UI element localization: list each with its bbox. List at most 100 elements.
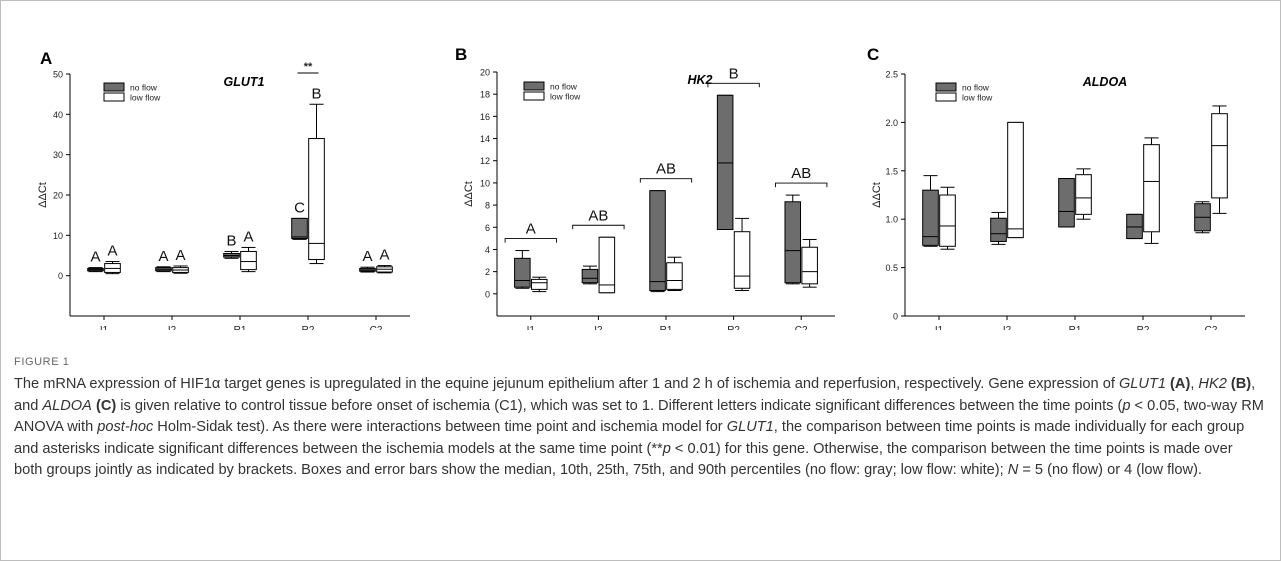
group-letter: A bbox=[90, 249, 100, 266]
bracket-letter: A bbox=[526, 221, 536, 238]
x-tick-label: C2 bbox=[795, 325, 808, 330]
box bbox=[991, 218, 1007, 241]
legend-swatch bbox=[936, 93, 956, 101]
group-letter: B bbox=[226, 232, 236, 249]
y-axis-label: ΔΔCt bbox=[37, 182, 49, 208]
y-axis-label: ΔΔCt bbox=[463, 181, 475, 207]
y-tick-label: 16 bbox=[480, 112, 490, 122]
caption-fragment: HK2 bbox=[1198, 376, 1226, 392]
bracket-letter: B bbox=[729, 65, 739, 82]
legend-label: low flow bbox=[130, 93, 161, 103]
bracket bbox=[776, 183, 827, 187]
bracket-letter: AB bbox=[656, 161, 676, 178]
y-tick-label: 20 bbox=[53, 191, 63, 201]
bracket-letter: AB bbox=[791, 165, 811, 182]
caption-fragment: The mRNA expression of HIF1α target gene… bbox=[14, 376, 1119, 392]
chart-title: ALDOA bbox=[1082, 75, 1127, 89]
y-tick-label: 4 bbox=[485, 245, 490, 255]
box bbox=[531, 279, 547, 289]
y-tick-label: 0 bbox=[58, 271, 63, 281]
legend-label: no flow bbox=[962, 83, 990, 93]
y-tick-label: 30 bbox=[53, 150, 63, 160]
box bbox=[1144, 145, 1160, 232]
y-tick-label: 1.0 bbox=[885, 215, 898, 225]
legend-swatch bbox=[104, 93, 124, 101]
legend-label: low flow bbox=[550, 92, 581, 102]
box bbox=[667, 263, 683, 290]
box bbox=[582, 269, 598, 282]
box bbox=[802, 247, 818, 284]
caption-fragment: GLUT1 bbox=[1119, 376, 1166, 392]
caption-fragment: (B) bbox=[1231, 376, 1251, 392]
y-tick-label: 0 bbox=[485, 289, 490, 299]
chart-title: GLUT1 bbox=[224, 75, 265, 89]
group-letter: A bbox=[158, 248, 168, 265]
box bbox=[1076, 175, 1092, 215]
y-tick-label: 8 bbox=[485, 201, 490, 211]
bracket bbox=[708, 83, 759, 87]
y-tick-label: 10 bbox=[480, 178, 490, 188]
significance-label: ** bbox=[304, 61, 313, 73]
group-letter: A bbox=[362, 248, 372, 265]
x-tick-label: I1 bbox=[527, 325, 536, 330]
group-letter: A bbox=[379, 247, 389, 264]
group-letter: B bbox=[311, 85, 321, 102]
legend-label: no flow bbox=[130, 83, 158, 93]
group-letter: A bbox=[175, 247, 185, 264]
box bbox=[309, 139, 325, 260]
y-tick-label: 40 bbox=[53, 110, 63, 120]
box bbox=[1059, 179, 1075, 227]
x-tick-label: C2 bbox=[1205, 325, 1218, 330]
y-tick-label: 2.0 bbox=[885, 118, 898, 128]
caption-fragment: GLUT1 bbox=[727, 419, 774, 435]
x-tick-label: I2 bbox=[168, 325, 177, 330]
box bbox=[734, 232, 750, 289]
y-tick-label: 2.5 bbox=[885, 70, 898, 80]
x-tick-label: R2 bbox=[302, 325, 315, 330]
legend-swatch bbox=[524, 92, 544, 100]
x-tick-label: R2 bbox=[727, 325, 740, 330]
bracket bbox=[640, 179, 691, 183]
group-letter: A bbox=[107, 243, 117, 260]
y-tick-label: 1.5 bbox=[885, 166, 898, 176]
y-tick-label: 50 bbox=[53, 70, 63, 80]
box bbox=[650, 191, 666, 291]
x-tick-label: R1 bbox=[234, 325, 247, 330]
caption-fragment: Holm-Sidak test). As there were interact… bbox=[153, 419, 726, 435]
caption-fragment: (A) bbox=[1170, 376, 1190, 392]
x-tick-label: I2 bbox=[594, 325, 603, 330]
legend-swatch bbox=[524, 82, 544, 90]
x-tick-label: R1 bbox=[1069, 325, 1082, 330]
box bbox=[785, 202, 801, 283]
x-tick-label: R1 bbox=[660, 325, 673, 330]
legend-label: no flow bbox=[550, 82, 578, 92]
figure-label: FIGURE 1 bbox=[14, 356, 1264, 368]
caption-fragment: N bbox=[1008, 462, 1019, 478]
caption-fragment: (C) bbox=[96, 398, 116, 414]
x-tick-label: I1 bbox=[935, 325, 944, 330]
group-letter: C bbox=[294, 199, 305, 216]
caption-fragment: post-hoc bbox=[97, 419, 153, 435]
x-tick-label: C2 bbox=[370, 325, 383, 330]
x-tick-label: I2 bbox=[1003, 325, 1012, 330]
box bbox=[717, 95, 733, 229]
chart-title: HK2 bbox=[687, 73, 712, 87]
y-tick-label: 14 bbox=[480, 134, 490, 144]
panel-letter: C bbox=[867, 45, 879, 64]
box bbox=[292, 218, 308, 238]
bracket-letter: AB bbox=[588, 207, 608, 224]
caption-fragment: = 5 (no flow) or 4 (low flow). bbox=[1018, 462, 1202, 478]
chart-panel-a: A GLUT1 0 10 20 30 40 50 ΔΔCt I1 I2 R1 R2 C2 no flowlo… bbox=[37, 49, 410, 330]
figure-caption: FIGURE 1 The mRNA expression of HIF1α ta… bbox=[14, 356, 1264, 482]
caption-fragment: ALDOA bbox=[42, 398, 91, 414]
y-axis-label: ΔΔCt bbox=[871, 182, 883, 208]
legend-swatch bbox=[936, 83, 956, 91]
x-tick-label: I1 bbox=[100, 325, 109, 330]
y-tick-label: 0.5 bbox=[885, 263, 898, 273]
y-tick-label: 0 bbox=[893, 312, 898, 322]
caption-fragment: p bbox=[663, 441, 671, 457]
group-letter: A bbox=[243, 228, 253, 245]
bracket bbox=[573, 225, 624, 229]
y-tick-label: 2 bbox=[485, 267, 490, 277]
box bbox=[1008, 122, 1024, 237]
